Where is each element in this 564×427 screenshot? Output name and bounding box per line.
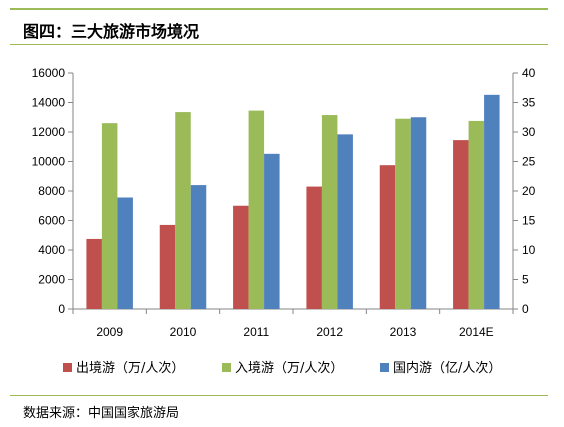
y-left-tick-label: 12000	[32, 125, 66, 139]
x-tick-label: 2013	[390, 325, 417, 339]
bar	[159, 224, 176, 309]
x-tick-label: 2010	[170, 325, 197, 339]
y-left-tick-label: 16000	[32, 66, 66, 80]
y-left-tick-label: 6000	[38, 214, 65, 228]
legend-label: 国内游（亿/人次）	[393, 360, 501, 376]
legend-label: 出境游（万/人次）	[76, 360, 184, 376]
y-left-tick-label: 10000	[32, 155, 66, 169]
y-right-tick-label: 0	[522, 302, 529, 316]
bar	[395, 118, 411, 309]
bar	[175, 112, 191, 310]
bar	[86, 238, 102, 309]
x-tick-label: 2014E	[459, 325, 494, 339]
bar	[101, 123, 118, 310]
x-tick-label: 2012	[316, 325, 343, 339]
y-left-tick-label: 14000	[32, 96, 66, 110]
bar	[337, 134, 353, 309]
y-right-tick-label: 35	[522, 96, 536, 110]
data-source: 数据来源：中国国家旅游局	[23, 406, 180, 421]
y-left-tick-label: 4000	[38, 243, 65, 257]
legend-swatch	[380, 363, 389, 372]
bar	[117, 197, 133, 309]
top-rule	[10, 8, 548, 10]
y-right-tick-label: 40	[522, 66, 536, 80]
y-right-tick-label: 10	[522, 243, 536, 257]
legend-label: 入境游（万/人次）	[235, 360, 343, 376]
y-right-tick-label: 30	[522, 125, 536, 139]
bar	[190, 185, 207, 309]
bar	[453, 140, 469, 309]
y-right-tick-label: 5	[522, 273, 529, 287]
legend-swatch	[63, 363, 72, 372]
bar	[321, 115, 338, 309]
bar	[410, 117, 427, 309]
y-left-tick-label: 0	[58, 302, 65, 316]
y-right-tick-label: 15	[522, 214, 536, 228]
y-right-tick-label: 25	[522, 155, 536, 169]
bar	[484, 94, 500, 309]
bar	[233, 205, 249, 309]
bar	[264, 153, 280, 309]
legend-swatch	[222, 363, 231, 372]
y-right-tick-label: 20	[522, 184, 536, 198]
y-left-tick-label: 2000	[38, 273, 65, 287]
title-rule	[10, 44, 548, 45]
bar	[468, 120, 485, 309]
x-tick-label: 2011	[243, 325, 269, 339]
bar	[248, 110, 265, 309]
x-tick-label: 2009	[96, 325, 123, 339]
bar	[306, 186, 322, 309]
bar	[379, 165, 396, 309]
bottom-rule	[10, 395, 548, 396]
chart-title: 图四：三大旅游市场境况	[23, 22, 200, 41]
y-left-tick-label: 8000	[38, 184, 65, 198]
